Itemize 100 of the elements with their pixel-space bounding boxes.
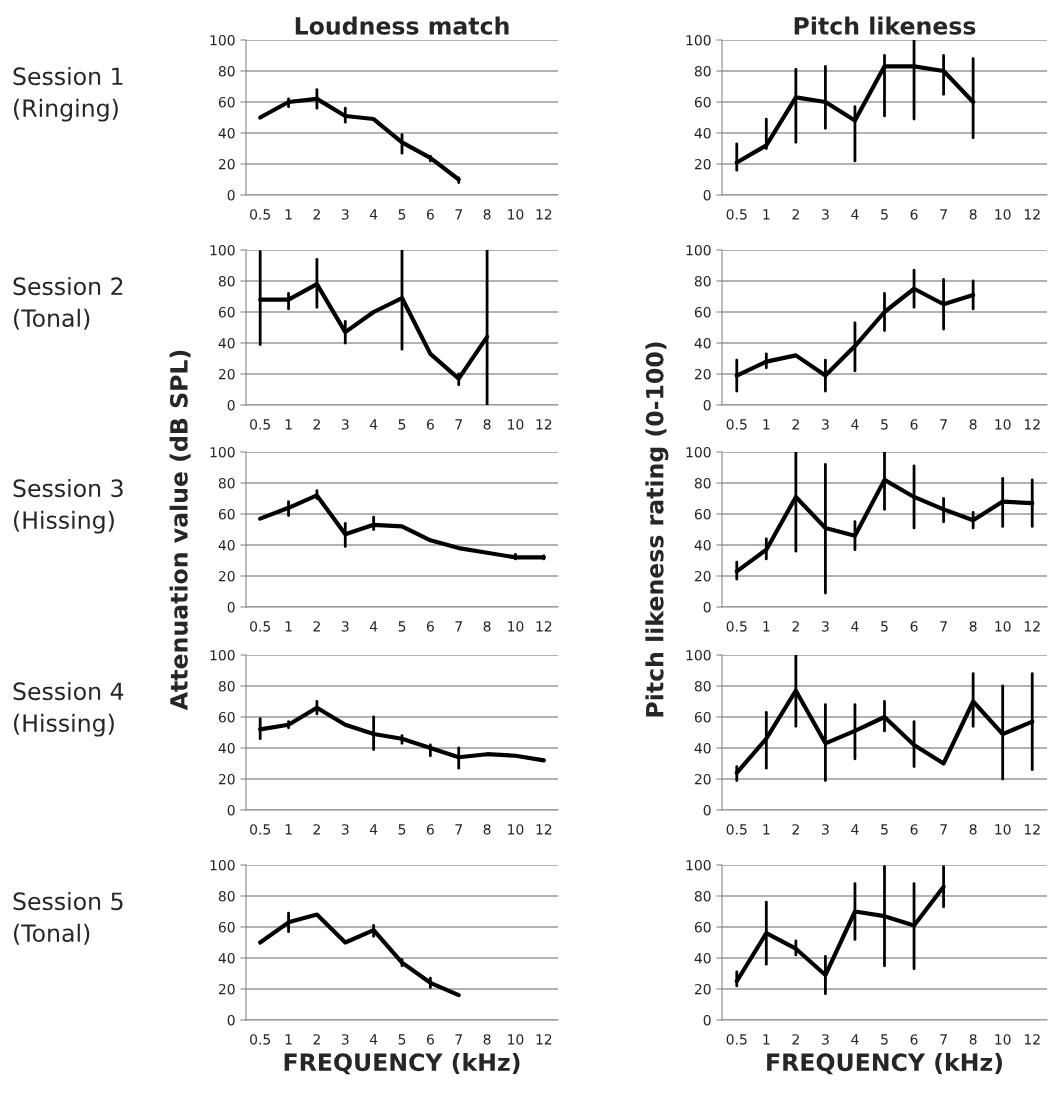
x-tick-label: 0.5 (250, 1034, 271, 1045)
chart-title: Pitch likeness (794, 16, 976, 35)
x-tick-label: 8 (483, 209, 491, 220)
x-tick-label: 7 (940, 209, 947, 220)
x-tick-label: 12 (536, 419, 552, 430)
x-tick-label: 7 (455, 621, 462, 632)
y-tick-label: 100 (686, 34, 711, 46)
x-tick-label: 12 (536, 621, 552, 632)
x-tick-label: 4 (369, 419, 378, 430)
y-tick-label: 100 (686, 446, 711, 458)
x-tick-label: 1 (285, 209, 292, 220)
x-tick-label: 2 (792, 1034, 799, 1045)
y-tick-label: 40 (218, 742, 235, 754)
x-tick-label: 10 (995, 1034, 1011, 1045)
x-tick-label: 8 (483, 824, 491, 835)
text: Session 5 (Tonal) (13, 891, 123, 945)
x-tick-label: 6 (910, 209, 918, 220)
y-tick-label: 60 (694, 711, 711, 723)
x-tick-label: 12 (536, 824, 552, 835)
x-tick-label: 4 (369, 209, 378, 220)
text: Session 2 (Tonal) (13, 276, 123, 330)
x-tick-label: 7 (455, 824, 462, 835)
y-tick-label: 20 (218, 570, 235, 582)
y-tick-label: 0 (703, 1014, 711, 1026)
y-tick-label: 80 (218, 680, 235, 692)
y-tick-label: 60 (694, 508, 711, 520)
y-tick-label: 100 (210, 859, 235, 871)
y-tick-label: 100 (210, 446, 235, 458)
y-tick-label: 20 (218, 983, 235, 995)
x-tick-label: 5 (398, 824, 406, 835)
x-tick-label: 1 (285, 419, 292, 430)
y-tick-label: 100 (686, 244, 711, 256)
x-tick-label: 0.5 (250, 419, 271, 430)
x-tick-label: 0.5 (726, 824, 747, 835)
x-tick-label: 8 (969, 824, 977, 835)
x-tick-label: 6 (426, 419, 434, 430)
y-tick-label: 40 (218, 539, 235, 551)
x-tick-label: 5 (398, 419, 406, 430)
x-tick-label: 1 (285, 824, 292, 835)
x-tick-label: 2 (313, 824, 320, 835)
x-tick-label: 10 (508, 824, 524, 835)
x-tick-label: 0.5 (726, 621, 747, 632)
y-tick-label: 60 (218, 711, 235, 723)
x-tick-label: 8 (483, 621, 491, 632)
x-tick-label: 2 (792, 419, 799, 430)
x-tick-label: 0.5 (250, 824, 271, 835)
y-tick-label: 80 (694, 65, 711, 77)
x-tick-label: 5 (398, 621, 406, 632)
x-tick-label: 4 (851, 419, 859, 430)
y-tick-label: 80 (694, 477, 711, 489)
y-tick-label: 60 (218, 921, 235, 933)
y-tick-label: 0 (227, 1014, 235, 1026)
y-tick-label: 60 (218, 306, 235, 318)
y-tick-label: 0 (703, 399, 711, 411)
x-tick-label: 2 (313, 1034, 320, 1045)
y-tick-label: 80 (218, 275, 235, 287)
x-tick-label: 6 (426, 1034, 434, 1045)
y-tick-label: 0 (227, 804, 235, 816)
x-tick-label: 1 (285, 1034, 292, 1045)
y-tick-label: 20 (218, 158, 235, 170)
x-tick-label: 3 (341, 419, 349, 430)
y-tick-label: 60 (218, 96, 235, 108)
y-tick-label: 60 (694, 96, 711, 108)
x-tick-label: 3 (822, 1034, 829, 1045)
y-tick-label: 40 (218, 952, 235, 964)
text: Session 4 (Hissing) (13, 681, 124, 737)
x-tick-label: 8 (969, 419, 977, 430)
x-tick-label: 4 (851, 1034, 859, 1045)
x-tick-label: 2 (313, 419, 320, 430)
x-tick-label: 5 (881, 621, 888, 632)
x-tick-label: 8 (969, 621, 977, 632)
y-tick-label: 20 (694, 368, 711, 380)
x-tick-label: 6 (426, 209, 434, 220)
text: Session 1 (Ringing) (13, 66, 123, 122)
x-tick-label: 5 (881, 209, 888, 220)
x-tick-label: 3 (822, 419, 829, 430)
x-tick-label: 8 (483, 419, 491, 430)
x-tick-label: 10 (508, 209, 524, 220)
x-tick-label: 0.5 (726, 419, 747, 430)
x-tick-label: 1 (763, 824, 770, 835)
x-tick-label: 5 (398, 209, 406, 220)
x-tick-label: 12 (1024, 1034, 1040, 1045)
x-tick-label: 12 (1024, 209, 1040, 220)
x-tick-label: 7 (455, 209, 462, 220)
text: Session 3 (Hissing) (13, 478, 123, 534)
y-tick-label: 0 (703, 189, 711, 201)
x-tick-label: 5 (881, 1034, 888, 1045)
y-tick-label: 100 (686, 649, 711, 661)
y-tick-label: 0 (227, 189, 235, 201)
x-tick-label: 1 (763, 1034, 770, 1045)
y-tick-label: 40 (694, 127, 711, 139)
x-tick-label: 10 (995, 209, 1011, 220)
x-tick-label: 8 (969, 209, 977, 220)
x-tick-label: 10 (508, 621, 524, 632)
x-tick-label: 0.5 (726, 1034, 747, 1045)
y-tick-label: 0 (703, 601, 711, 613)
x-tick-label: 3 (341, 209, 349, 220)
x-tick-label: 10 (995, 824, 1011, 835)
x-tick-label: 8 (483, 1034, 491, 1045)
x-tick-label: 7 (455, 419, 462, 430)
